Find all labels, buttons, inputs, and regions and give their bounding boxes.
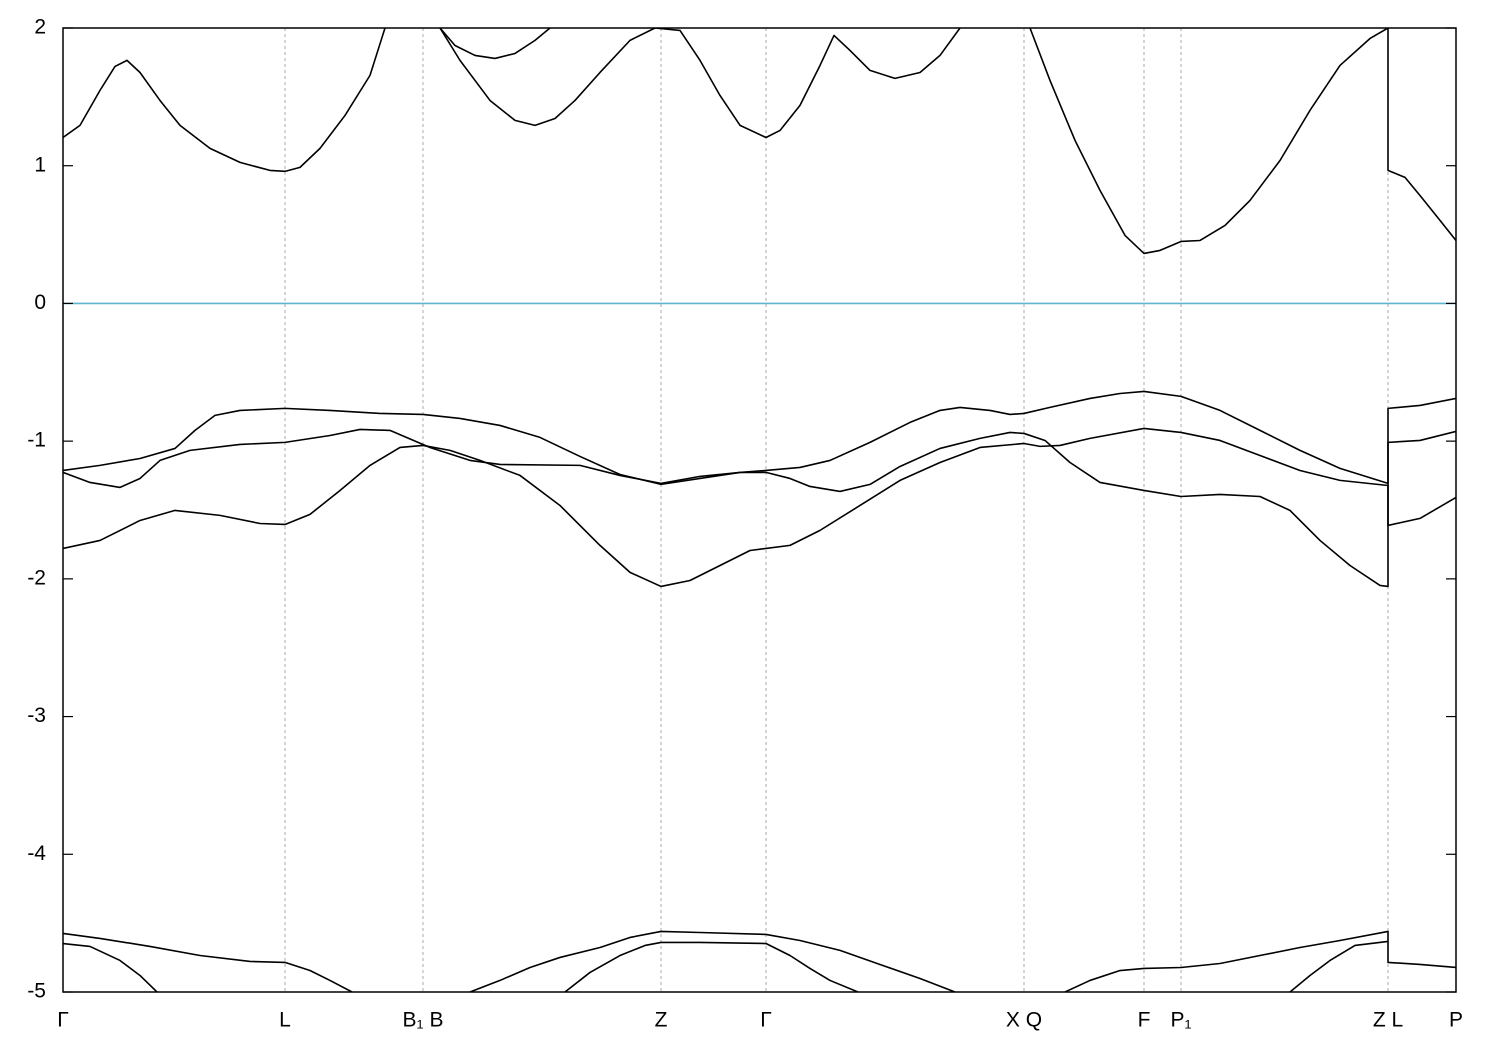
x-tick-label: Γ	[57, 1009, 69, 1032]
x-tick-label: B₁ B	[403, 1009, 444, 1032]
band-line	[63, 28, 1456, 255]
grid	[62, 28, 1457, 992]
x-tick-label: F	[1138, 1009, 1151, 1032]
x-tick-label: Γ	[760, 1009, 772, 1032]
x-tick-label: Z L	[1373, 1009, 1403, 1032]
y-tick-label: -2	[27, 566, 46, 589]
band-line	[439, 28, 551, 60]
y-tick-label: 2	[34, 16, 46, 39]
band-line	[63, 428, 1456, 588]
x-tick-label: L	[279, 1009, 291, 1032]
y-tick-label: 0	[34, 291, 46, 314]
y-tick-label: 1	[34, 153, 46, 176]
x-tick-label: X Q	[1006, 1009, 1042, 1032]
x-tick-label: P₁	[1170, 1009, 1191, 1032]
band-line	[63, 390, 1456, 486]
x-tick-label: Z	[655, 1009, 668, 1032]
y-tick-label: -5	[27, 980, 46, 1003]
bands	[63, 28, 1456, 992]
x-tick-label: P	[1449, 1009, 1463, 1032]
y-tick-label: -3	[27, 704, 46, 727]
band-line	[63, 940, 1389, 992]
y-tick-label: -4	[27, 842, 46, 865]
labels: -5 -4 -3 -2 -1 0 1 2 Γ L B₁ B Z Γ X Q F P₁ Z L P	[27, 16, 1463, 1032]
band-line	[63, 427, 1456, 588]
plot-frame	[62, 27, 1457, 993]
y-tick-label: -1	[27, 429, 46, 452]
band-line	[63, 930, 1456, 992]
